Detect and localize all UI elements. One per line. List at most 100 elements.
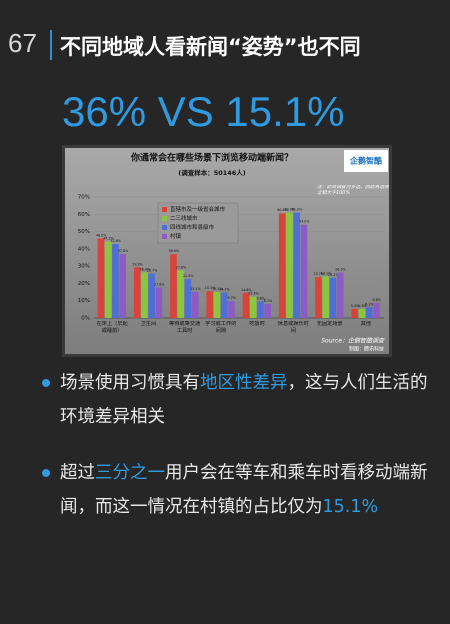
value-label: 5.3% <box>358 304 366 308</box>
y-tick-label: 10% <box>78 298 90 304</box>
legend-swatch <box>162 234 167 239</box>
bar <box>213 291 221 318</box>
bar <box>177 270 185 318</box>
bar <box>141 272 148 318</box>
value-label: 5.3% <box>351 304 359 308</box>
bar <box>373 303 380 318</box>
logo: 企鹅智酷 <box>349 156 382 166</box>
value-label: 27.6% <box>176 265 186 269</box>
bar <box>329 277 337 318</box>
bar <box>264 303 272 318</box>
legend-swatch <box>162 207 167 212</box>
bar <box>365 307 373 318</box>
bar <box>286 212 293 318</box>
value-label: 14.6% <box>241 288 251 292</box>
value-label: 17.6% <box>154 283 164 287</box>
y-tick-label: 40% <box>78 246 90 252</box>
bar <box>155 287 163 318</box>
x-label-wrap: 卫生间 <box>140 321 157 327</box>
value-label: 44.2% <box>103 237 113 241</box>
highlight: 三分之一 <box>95 463 165 483</box>
value-label: 12.4% <box>248 292 258 296</box>
chart-bg <box>65 148 389 354</box>
bar <box>228 301 235 318</box>
bar <box>336 272 344 318</box>
bar <box>242 292 250 318</box>
legend-label: 直辖市及一级省会城市 <box>170 205 226 213</box>
x-label-wrap: 无固定场景 <box>316 321 343 327</box>
divider <box>50 30 52 60</box>
bullet: 超过三分之一用户会在等车和乘车时看移动端新闻，而这一情况在村镇的占比仅为15.1… <box>42 456 430 524</box>
x-tick-label: 吃饭时 <box>249 321 265 327</box>
value-label: 37.0% <box>118 249 128 253</box>
credit: 制图：腾讯科技 <box>349 346 384 353</box>
y-tick-label: 30% <box>78 264 90 270</box>
legend-swatch <box>162 216 167 221</box>
bar <box>220 292 228 318</box>
bar <box>191 291 199 318</box>
value-label: 26.3% <box>335 268 345 272</box>
bar <box>278 213 286 318</box>
value-label: 8.1% <box>264 299 272 303</box>
x-tick-label: 无固定场景 <box>316 321 343 327</box>
value-label: 29.3% <box>132 262 142 266</box>
chart-subtitle: (调查样本：50146人) <box>178 168 246 177</box>
bullet-dot <box>42 469 50 477</box>
value-label: 9.7% <box>228 296 236 300</box>
title: 不同地域人看新闻“姿势”也不同 <box>60 35 361 59</box>
legend-label: 二三线城市 <box>170 214 198 222</box>
bar <box>206 291 214 318</box>
bar <box>351 308 359 318</box>
bar <box>119 254 127 318</box>
value-label: 6.2% <box>365 302 373 306</box>
bar <box>315 277 322 318</box>
bar <box>358 308 366 318</box>
bar <box>293 212 301 318</box>
x-tick-label: 学习或工作的间隙 <box>205 321 237 334</box>
x-label-wrap: 吃饭时 <box>249 321 265 327</box>
note: 注：此项调查为多选，因此各选项之和大于100% <box>317 185 389 196</box>
value-label: 15.1% <box>212 287 222 291</box>
chart: 你通常会在哪些场景下浏览移动端新闻？ (调查样本：50146人) 企鹅智酷 注：… <box>62 145 392 357</box>
value-label: 15.1% <box>190 287 200 291</box>
legend-label: 四线城市和县级市 <box>170 223 215 231</box>
x-label-wrap: 学习或工作的间隙 <box>205 321 237 334</box>
legend-box <box>157 202 239 244</box>
bar <box>112 244 119 318</box>
value-label: 25.7% <box>147 269 157 273</box>
note-wrap: 注：此项调查为多选，因此各选项之和大于100% <box>317 185 389 196</box>
bullet-text: 场景使用习惯具有 <box>60 373 200 393</box>
y-tick-label: 0% <box>81 316 90 322</box>
logo-box <box>344 150 388 172</box>
bar <box>170 254 177 318</box>
highlight: 15.1% <box>322 497 379 517</box>
value-label: 23.7% <box>314 272 324 276</box>
bullet-dot <box>42 379 50 387</box>
bar <box>133 267 141 318</box>
x-label-wrap: 在床上（早起或睡前） <box>96 321 128 334</box>
value-label: 9.6% <box>257 296 265 300</box>
value-label: 54.0% <box>299 220 309 224</box>
bullet-text: 超过 <box>60 463 95 483</box>
x-tick-label: 在床上（早起或睡前） <box>96 321 128 334</box>
x-tick-label: 卫生间 <box>140 321 157 327</box>
bar <box>257 301 264 318</box>
bar <box>249 296 257 318</box>
legend-swatch <box>162 225 167 230</box>
value-label: 61.0% <box>292 208 302 212</box>
page-number: 67 <box>8 28 37 58</box>
bar <box>322 276 330 318</box>
source: Source：企鹅智酷调查 <box>321 337 385 345</box>
value-label: 24.1% <box>321 271 331 275</box>
value-label: 15.5% <box>205 286 215 290</box>
value-label: 36.9% <box>169 249 179 253</box>
highlight: 地区性差异 <box>200 373 288 393</box>
chart-title: 你通常会在哪些场景下浏览移动端新闻？ <box>130 152 293 164</box>
bullet-text: ，这与人们生活的环境差异相关 <box>60 373 428 427</box>
bar <box>97 238 105 318</box>
y-tick-label: 70% <box>78 195 90 201</box>
x-tick-label: 休息或娱乐时间 <box>277 321 309 334</box>
value-label: 46.0% <box>96 233 106 237</box>
bar <box>300 224 308 318</box>
